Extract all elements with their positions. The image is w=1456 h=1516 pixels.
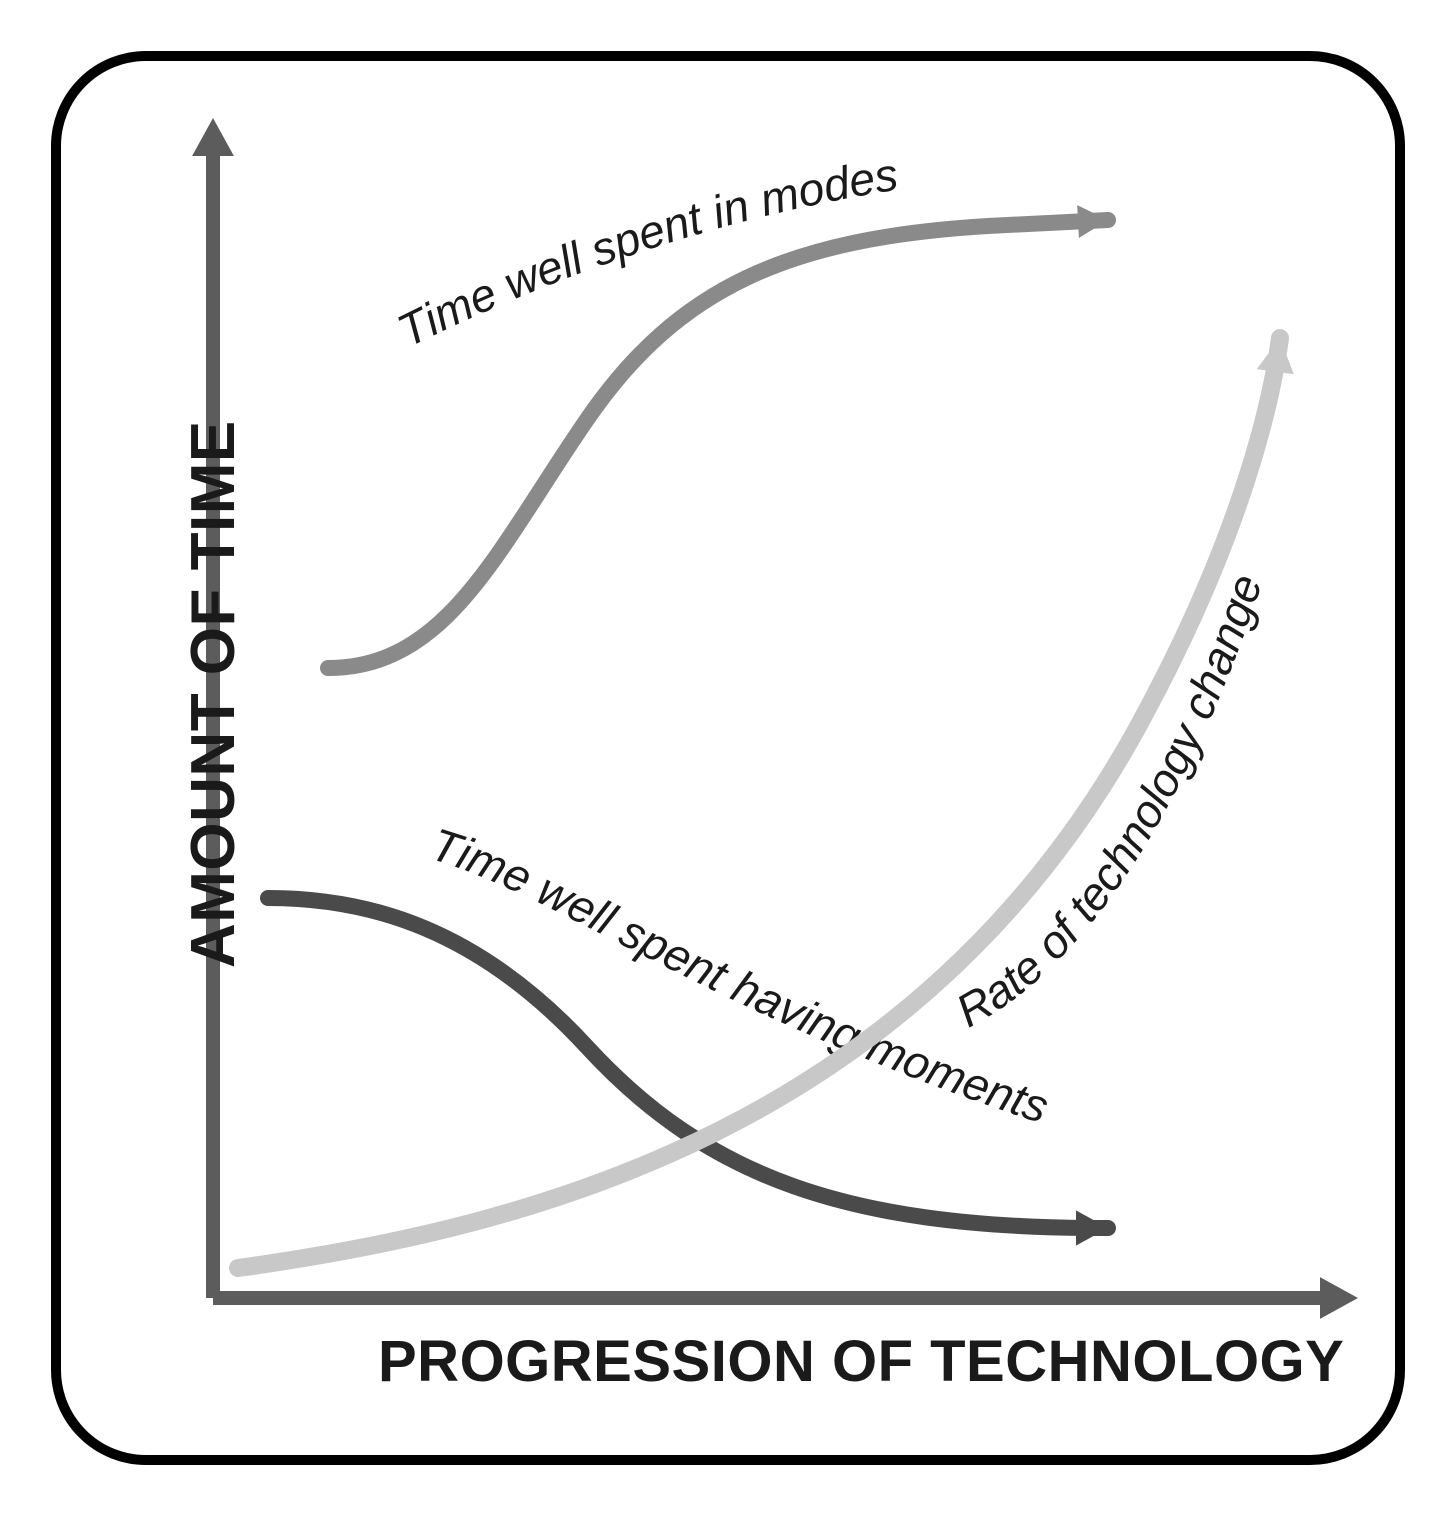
diagram-frame: Time well spent in modesTime well spent … <box>28 28 1428 1488</box>
y-axis-label: AMOUNT OF TIME <box>178 420 249 968</box>
x-axis-label: PROGRESSION OF TECHNOLOGY <box>378 1328 1344 1395</box>
